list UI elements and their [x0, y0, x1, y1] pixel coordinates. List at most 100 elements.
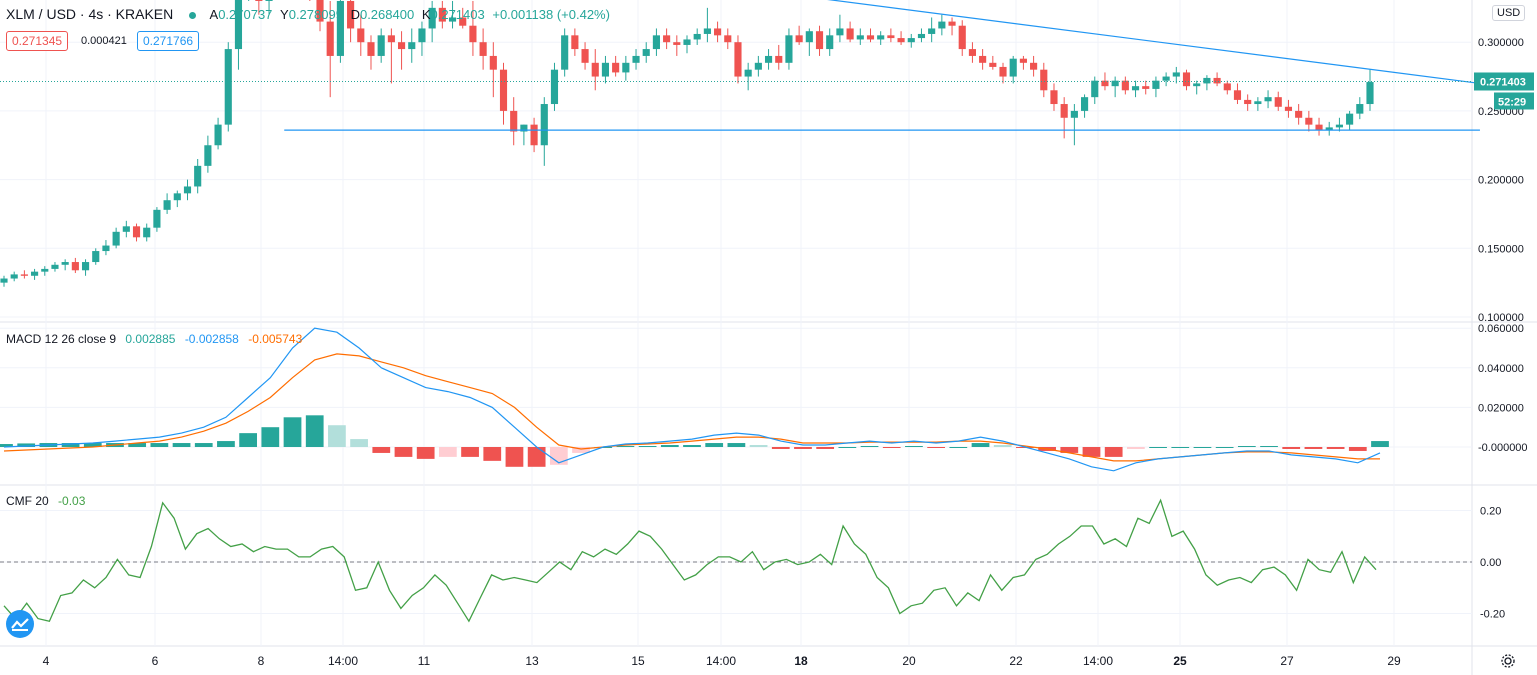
candle[interactable] — [397, 31, 406, 70]
candle[interactable] — [571, 28, 579, 56]
candle[interactable] — [928, 17, 936, 43]
candle[interactable] — [1091, 76, 1099, 105]
candle[interactable] — [724, 28, 732, 50]
candle[interactable] — [92, 248, 100, 265]
candle[interactable] — [408, 28, 416, 63]
candle[interactable] — [836, 14, 844, 43]
candle[interactable] — [1213, 72, 1221, 87]
candle[interactable] — [938, 14, 946, 36]
candle[interactable] — [0, 275, 8, 287]
candle[interactable] — [744, 62, 752, 91]
cmf-line[interactable] — [3, 498, 1377, 623]
candle[interactable] — [948, 17, 956, 36]
candle[interactable] — [632, 49, 640, 70]
candle[interactable] — [815, 25, 824, 56]
candle[interactable] — [10, 271, 18, 282]
candle[interactable] — [826, 28, 834, 56]
bid-button[interactable]: 0.271345 — [6, 31, 69, 51]
candle[interactable] — [122, 220, 130, 238]
candle[interactable] — [734, 35, 742, 84]
candle[interactable] — [499, 62, 508, 125]
candle[interactable] — [102, 240, 110, 256]
candle[interactable] — [795, 25, 803, 45]
candle[interactable] — [336, 0, 344, 63]
candle[interactable] — [866, 28, 875, 43]
candle[interactable] — [530, 117, 538, 153]
candle[interactable] — [387, 28, 395, 84]
candle[interactable] — [1305, 110, 1313, 132]
candle[interactable] — [1050, 83, 1058, 111]
candle[interactable] — [1152, 76, 1160, 98]
candle[interactable] — [1121, 76, 1129, 95]
candle[interactable] — [968, 42, 977, 63]
candle[interactable] — [785, 28, 793, 70]
candle[interactable] — [1030, 55, 1038, 77]
candle[interactable] — [306, 0, 313, 1]
candle[interactable] — [958, 20, 966, 56]
candle[interactable] — [459, 7, 467, 29]
candle[interactable] — [907, 33, 915, 48]
candle[interactable] — [979, 49, 987, 70]
candle[interactable] — [1142, 80, 1150, 95]
tradingview-logo-icon[interactable] — [6, 610, 34, 638]
candle[interactable] — [1366, 69, 1374, 111]
candle[interactable] — [1070, 104, 1078, 146]
candle[interactable] — [71, 257, 79, 274]
candle[interactable] — [234, 0, 243, 70]
candle[interactable] — [265, 0, 273, 15]
candle[interactable] — [999, 62, 1007, 84]
candle[interactable] — [693, 28, 701, 45]
candle[interactable] — [1080, 94, 1089, 118]
candle[interactable] — [489, 42, 497, 98]
candle[interactable] — [245, 0, 252, 1]
trendline[interactable] — [284, 0, 1481, 85]
currency-button[interactable]: USD — [1492, 5, 1526, 21]
candle[interactable] — [479, 28, 487, 70]
candle[interactable] — [561, 28, 569, 77]
candle[interactable] — [316, 0, 324, 32]
candle[interactable] — [357, 14, 365, 56]
candle[interactable] — [663, 28, 671, 50]
candle[interactable] — [428, 0, 436, 43]
candle[interactable] — [255, 0, 263, 15]
candle[interactable] — [194, 158, 202, 194]
candle[interactable] — [764, 49, 773, 70]
candle[interactable] — [846, 21, 854, 43]
settings-gear-icon[interactable] — [1500, 653, 1516, 669]
candle[interactable] — [1295, 104, 1303, 125]
candle[interactable] — [703, 7, 711, 43]
candle[interactable] — [367, 35, 375, 70]
candle[interactable] — [469, 0, 477, 56]
candle[interactable] — [448, 0, 457, 29]
macd-signal-line[interactable] — [3, 353, 1380, 462]
candle[interactable] — [1233, 83, 1242, 105]
candle[interactable] — [173, 190, 181, 208]
candle[interactable] — [775, 44, 783, 70]
candle[interactable] — [1274, 91, 1282, 111]
candle[interactable] — [622, 55, 630, 81]
candle[interactable] — [652, 28, 660, 56]
candle[interactable] — [540, 97, 548, 166]
cmf-title[interactable]: CMF 20 — [6, 494, 49, 508]
candle[interactable] — [31, 268, 39, 280]
candle[interactable] — [377, 28, 385, 63]
candle[interactable] — [683, 35, 691, 54]
candle[interactable] — [520, 124, 528, 146]
candle[interactable] — [1019, 55, 1027, 70]
candle[interactable] — [1193, 80, 1201, 95]
candle[interactable] — [550, 62, 559, 111]
candle[interactable] — [1254, 97, 1262, 111]
candle[interactable] — [1284, 99, 1293, 118]
candle[interactable] — [143, 223, 151, 242]
candle[interactable] — [1203, 75, 1211, 91]
candle[interactable] — [1162, 72, 1170, 87]
candle[interactable] — [1346, 110, 1354, 131]
candle[interactable] — [20, 270, 28, 279]
candle[interactable] — [214, 117, 222, 150]
candle[interactable] — [153, 207, 161, 232]
candle[interactable] — [856, 28, 864, 45]
candle[interactable] — [989, 55, 997, 70]
candle[interactable] — [1264, 90, 1272, 109]
candle[interactable] — [1315, 117, 1323, 136]
